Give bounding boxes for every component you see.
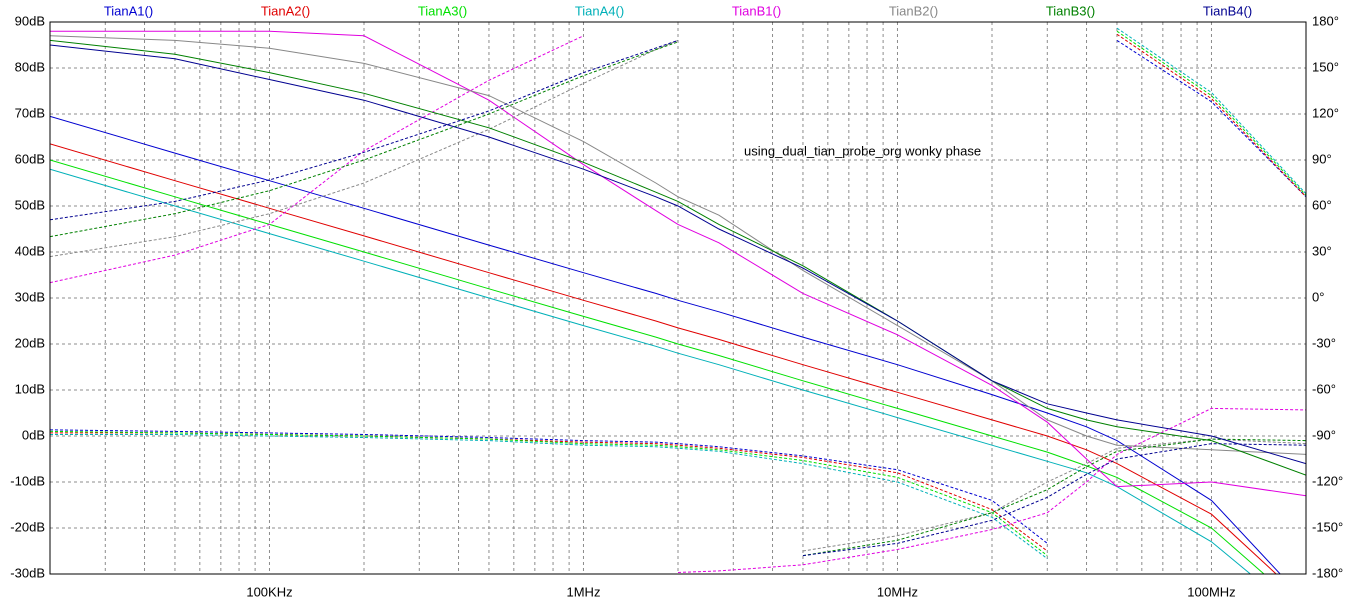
phase-line — [50, 39, 1306, 557]
y-tick-label: 60dB — [15, 151, 45, 166]
y2-tick-label: 120° — [1312, 105, 1339, 120]
legend-entry: TianB3() — [1046, 3, 1095, 18]
legend-entry: TianA4() — [575, 3, 624, 18]
x-tick-label: 1MHz — [567, 584, 601, 599]
y-tick-label: 0dB — [22, 427, 45, 442]
y2-tick-label: 150° — [1312, 59, 1339, 74]
phase-line — [50, 30, 1306, 556]
y2-tick-label: -90° — [1312, 427, 1336, 442]
magnitude-line — [50, 39, 1306, 476]
y2-tick-label: -60° — [1312, 381, 1336, 396]
phase-line — [50, 41, 1306, 557]
magnitude-line — [50, 168, 1252, 574]
x-tick-label: 100MHz — [1187, 584, 1235, 599]
y-tick-label: 10dB — [15, 381, 45, 396]
y-tick-label: -30dB — [10, 565, 45, 580]
x-tick-label: 10MHz — [877, 584, 918, 599]
phase-line — [50, 27, 1306, 560]
y-tick-label: -10dB — [10, 473, 45, 488]
legend-entry: TianA2() — [261, 3, 310, 18]
y2-tick-label: -180° — [1312, 565, 1343, 580]
y-tick-label: 40dB — [15, 243, 45, 258]
y-tick-label: 80dB — [15, 59, 45, 74]
y-tick-label: 30dB — [15, 289, 45, 304]
y-tick-label: 90dB — [15, 13, 45, 28]
magnitude-line — [50, 143, 1277, 574]
y2-tick-label: 180° — [1312, 13, 1339, 28]
magnitude-line — [50, 159, 1265, 574]
phase-line — [50, 35, 1306, 573]
y2-tick-label: -120° — [1312, 473, 1343, 488]
y2-tick-label: 60° — [1312, 197, 1332, 212]
magnitude-line — [50, 30, 1306, 497]
plot-area — [50, 27, 1306, 574]
y-tick-label: 50dB — [15, 197, 45, 212]
y2-tick-label: 30° — [1312, 243, 1332, 258]
y-tick-label: 70dB — [15, 105, 45, 120]
magnitude-line — [50, 115, 1281, 574]
plot-border — [49, 21, 1307, 575]
legend-entry: TianB2() — [889, 3, 938, 18]
legend-entry: TianA3() — [418, 3, 467, 18]
phase-line — [50, 39, 1306, 552]
x-tick-label: 100KHz — [246, 584, 292, 599]
legend-entry: TianB1() — [732, 3, 781, 18]
phase-line — [50, 39, 1306, 544]
magnitude-line — [50, 35, 1306, 455]
y2-tick-label: 90° — [1312, 151, 1332, 166]
phase-line — [50, 33, 1306, 552]
legend-entry: TianA1() — [104, 3, 153, 18]
y-tick-label: -20dB — [10, 519, 45, 534]
y2-tick-label: -30° — [1312, 335, 1336, 350]
y2-tick-label: -150° — [1312, 519, 1343, 534]
magnitude-line — [50, 44, 1306, 465]
y2-tick-label: 0° — [1312, 289, 1324, 304]
y-tick-label: 20dB — [15, 335, 45, 350]
legend-entry: TianB4() — [1203, 3, 1252, 18]
annotation: using_dual_tian_probe_org wonky phase — [744, 143, 981, 158]
